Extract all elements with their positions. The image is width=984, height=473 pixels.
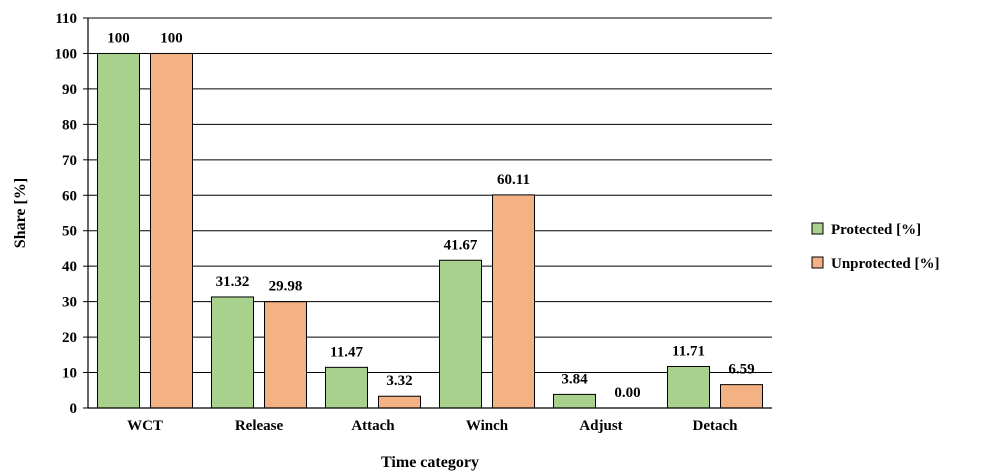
bar-release-protected: [211, 296, 254, 409]
data-label: 60.11: [497, 172, 530, 188]
x-tick-label: Attach: [351, 418, 395, 434]
gridlines: [83, 17, 772, 409]
y-tick-label: 60: [62, 188, 77, 204]
y-tick-labels: 0 10 20 30 40 50 60 70 80 90 100 110: [55, 11, 78, 417]
y-tick-label: 70: [62, 153, 77, 169]
bar-wct-unprotected: [150, 52, 193, 409]
bar-winch-protected: [439, 259, 482, 409]
y-tick-label: 100: [55, 46, 78, 62]
y-tick-label: 50: [62, 224, 77, 240]
data-label: 41.67: [444, 237, 478, 253]
data-label: 6.59: [728, 362, 754, 378]
bar-adjust-protected: [553, 393, 596, 409]
bar-attach-unprotected: [378, 395, 421, 409]
data-labels: 100 100 31.32 29.98 11.47 3.32 41.67 60.11 3.84 0…: [107, 30, 754, 401]
x-tick-label: Adjust: [579, 418, 622, 434]
x-tick-label: Winch: [466, 418, 509, 434]
legend-label: Protected [%]: [831, 222, 921, 238]
legend-swatch: [811, 222, 824, 235]
bar-detach-unprotected: [720, 384, 763, 409]
y-tick-label: 90: [62, 82, 77, 98]
data-label: 11.71: [672, 343, 705, 359]
x-tick-label: Release: [235, 418, 284, 434]
axes: [87, 18, 772, 409]
data-label: 3.84: [561, 371, 588, 387]
data-label: 100: [107, 30, 130, 46]
data-label: 100: [160, 30, 183, 46]
y-tick-label: 110: [55, 11, 77, 27]
bar-detach-protected: [667, 365, 710, 409]
data-label: 0.00: [614, 385, 640, 401]
y-tick-label: 0: [70, 401, 78, 417]
y-tick-label: 40: [62, 259, 77, 275]
y-tick-label: 30: [62, 295, 77, 311]
y-axis-title: Share [%]: [12, 178, 29, 248]
y-tick-label: 10: [62, 366, 77, 382]
y-tick-label: 20: [62, 330, 77, 346]
bar-winch-unprotected: [492, 194, 535, 409]
data-label: 3.32: [386, 373, 412, 389]
x-tick-labels: WCT Release Attach Winch Adjust Detach: [127, 418, 738, 434]
data-label: 11.47: [330, 344, 363, 360]
x-tick-label: Detach: [693, 418, 739, 434]
legend-swatch: [811, 256, 824, 269]
x-tick-label: WCT: [127, 418, 163, 434]
y-tick-label: 80: [62, 117, 77, 133]
data-label: 29.98: [269, 279, 303, 295]
bar-release-unprotected: [264, 301, 307, 409]
bars: [97, 52, 763, 409]
x-axis-title: Time category: [381, 454, 479, 471]
bar-attach-protected: [325, 366, 368, 409]
legend-label: Unprotected [%]: [831, 256, 939, 272]
bar-wct-protected: [97, 52, 140, 409]
legend: Protected [%] Unprotected [%]: [811, 222, 939, 272]
data-label: 31.32: [216, 274, 250, 290]
